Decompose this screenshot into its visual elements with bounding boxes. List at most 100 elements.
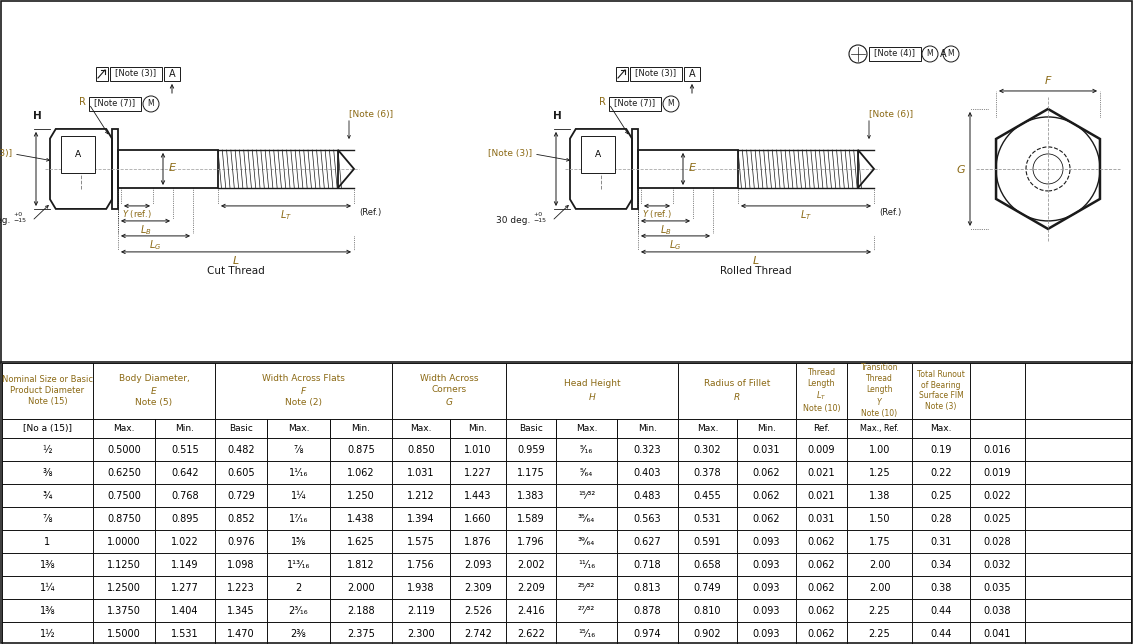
Bar (616, 67, 628, 81)
Text: 0.062: 0.062 (808, 583, 835, 592)
Text: 1.149: 1.149 (171, 560, 198, 570)
Text: 0.062: 0.062 (808, 536, 835, 547)
Text: 2.25: 2.25 (869, 629, 891, 638)
Text: ³⁵⁄₆₄: ³⁵⁄₆₄ (578, 514, 595, 524)
Text: +0: +0 (12, 212, 23, 217)
Text: Thread
Length
$L_T$
Note (10): Thread Length $L_T$ Note (10) (802, 368, 841, 413)
Text: 1.531: 1.531 (171, 629, 198, 638)
Text: 1.062: 1.062 (347, 468, 375, 478)
Text: Transition
Thread
Length
$Y$
Note (10): Transition Thread Length $Y$ Note (10) (861, 363, 898, 418)
Text: M: M (147, 99, 154, 108)
Text: 1⅜: 1⅜ (40, 560, 56, 570)
Text: 0.035: 0.035 (983, 583, 1012, 592)
Text: 0.093: 0.093 (752, 605, 781, 616)
Text: 0.8750: 0.8750 (107, 514, 140, 524)
Text: $L_B$: $L_B$ (139, 223, 152, 237)
Text: 0.28: 0.28 (930, 514, 952, 524)
Text: 0.021: 0.021 (808, 468, 835, 478)
Text: A: A (940, 49, 947, 59)
Bar (90, 97, 140, 111)
Text: 1¹⁄₁₆: 1¹⁄₁₆ (289, 468, 308, 478)
Text: 0.38: 0.38 (930, 583, 952, 592)
Text: A: A (595, 150, 600, 159)
Text: $L_B$: $L_B$ (659, 223, 672, 237)
Text: 0.031: 0.031 (752, 445, 781, 455)
Text: 0.44: 0.44 (930, 629, 952, 638)
Text: ⅜: ⅜ (43, 468, 52, 478)
Text: 0.062: 0.062 (808, 629, 835, 638)
Text: A: A (689, 69, 696, 79)
Text: 2.300: 2.300 (407, 629, 435, 638)
Text: [Note (6)]: [Note (6)] (869, 111, 913, 119)
Text: 0.34: 0.34 (930, 560, 952, 570)
Text: M: M (927, 50, 934, 59)
Text: 2.309: 2.309 (465, 583, 492, 592)
Bar (96, 67, 108, 81)
Text: 0.062: 0.062 (752, 514, 781, 524)
Text: 1: 1 (44, 536, 51, 547)
Text: 0.902: 0.902 (693, 629, 722, 638)
Text: M: M (667, 99, 674, 108)
Text: 0.642: 0.642 (171, 468, 198, 478)
Text: 1.812: 1.812 (347, 560, 375, 570)
Text: Ref.: Ref. (813, 424, 830, 433)
Text: Width Across
Corners
$G$: Width Across Corners $G$ (419, 374, 478, 407)
Text: 0.032: 0.032 (983, 560, 1012, 570)
Text: 1.031: 1.031 (407, 468, 435, 478)
Text: M: M (947, 50, 954, 59)
Text: 1⅜: 1⅜ (40, 605, 56, 616)
Text: 0.028: 0.028 (983, 536, 1012, 547)
Text: Min.: Min. (351, 424, 370, 433)
Text: 2.416: 2.416 (517, 605, 545, 616)
Bar (869, 47, 921, 61)
Bar (610, 97, 661, 111)
Text: $E$: $E$ (688, 161, 697, 173)
Text: Radius of Fillet
$R$: Radius of Fillet $R$ (704, 379, 770, 402)
Bar (684, 67, 700, 81)
Text: Max.: Max. (697, 424, 718, 433)
Text: 2.375: 2.375 (347, 629, 375, 638)
Text: −15: −15 (533, 218, 546, 223)
Text: 1.345: 1.345 (228, 605, 255, 616)
Text: 0.5000: 0.5000 (108, 445, 140, 455)
Text: 0.302: 0.302 (693, 445, 722, 455)
Text: 0.021: 0.021 (808, 491, 835, 501)
Text: 0.810: 0.810 (693, 605, 722, 616)
Text: 1.223: 1.223 (227, 583, 255, 592)
Text: 0.19: 0.19 (930, 445, 952, 455)
Text: ²⁵⁄³²: ²⁵⁄³² (578, 583, 595, 592)
Text: 0.025: 0.025 (983, 514, 1012, 524)
Text: $L_T$: $L_T$ (800, 208, 812, 222)
Text: −15: −15 (12, 218, 26, 223)
Text: 2.00: 2.00 (869, 560, 891, 570)
Text: 1.589: 1.589 (517, 514, 545, 524)
Text: Total Runout
of Bearing
Surface FIM
Note (3): Total Runout of Bearing Surface FIM Note… (917, 370, 965, 412)
Text: Min.: Min. (469, 424, 487, 433)
Text: 0.875: 0.875 (347, 445, 375, 455)
Text: [Note (3)]: [Note (3)] (636, 70, 676, 79)
Text: 2.002: 2.002 (517, 560, 545, 570)
Text: 1.250: 1.250 (347, 491, 375, 501)
Text: [Note (3)]: [Note (3)] (488, 149, 533, 158)
Text: 0.403: 0.403 (633, 468, 662, 478)
Bar (112, 129, 118, 209)
Text: ²⁷⁄³²: ²⁷⁄³² (578, 605, 595, 616)
Text: 1¼: 1¼ (40, 583, 56, 592)
Text: 2⅜: 2⅜ (291, 629, 306, 638)
Text: 1.438: 1.438 (347, 514, 375, 524)
Text: 0.749: 0.749 (693, 583, 722, 592)
Bar (118, 150, 218, 188)
Text: [Note (4)]: [Note (4)] (875, 50, 915, 59)
Text: [Note (3)]: [Note (3)] (0, 149, 12, 158)
Text: 1.75: 1.75 (869, 536, 891, 547)
Text: +0: +0 (533, 212, 542, 217)
Text: 0.852: 0.852 (227, 514, 255, 524)
Text: R: R (79, 97, 86, 107)
Text: 0.44: 0.44 (930, 605, 952, 616)
Text: [Note (6)]: [Note (6)] (349, 111, 393, 119)
Text: ¾: ¾ (43, 491, 52, 501)
Text: Width Across Flats
$F$
Note (2): Width Across Flats $F$ Note (2) (262, 374, 344, 407)
Text: $L$: $L$ (752, 254, 760, 266)
Text: 1⅝: 1⅝ (291, 536, 306, 547)
Text: Cut Thread: Cut Thread (207, 266, 265, 276)
